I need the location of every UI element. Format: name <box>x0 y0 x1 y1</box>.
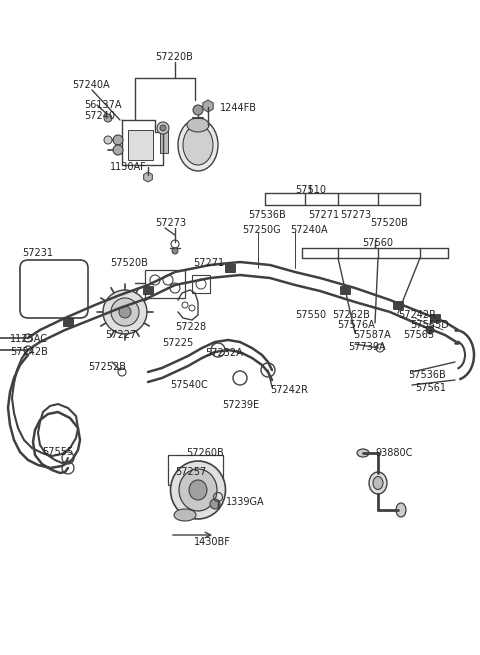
Text: 57555: 57555 <box>42 447 73 457</box>
Bar <box>145 270 185 298</box>
Ellipse shape <box>183 125 213 165</box>
Text: 57260B: 57260B <box>186 448 224 458</box>
Ellipse shape <box>373 476 383 489</box>
Text: 57520B: 57520B <box>370 218 408 228</box>
Text: 1130AF: 1130AF <box>110 162 147 172</box>
Bar <box>225 264 235 272</box>
Ellipse shape <box>369 472 387 494</box>
Text: 57273: 57273 <box>340 210 371 220</box>
Bar <box>128 130 153 160</box>
Text: 57536B: 57536B <box>248 210 286 220</box>
Text: 1339GA: 1339GA <box>226 497 264 507</box>
Ellipse shape <box>174 509 196 521</box>
Ellipse shape <box>179 469 217 511</box>
Text: 57587A: 57587A <box>353 330 391 340</box>
Circle shape <box>113 145 123 155</box>
Text: 57560: 57560 <box>362 238 393 248</box>
Text: 1244FB: 1244FB <box>220 103 257 113</box>
Text: 57250G: 57250G <box>242 225 281 235</box>
Text: 57242R: 57242R <box>270 385 308 395</box>
Bar <box>168 455 223 485</box>
Text: 57262B: 57262B <box>332 310 370 320</box>
Text: 57271: 57271 <box>308 210 339 220</box>
Circle shape <box>160 125 166 131</box>
Circle shape <box>172 248 178 254</box>
Text: 57271: 57271 <box>193 258 224 268</box>
Circle shape <box>104 114 112 122</box>
Text: 57220B: 57220B <box>155 52 193 62</box>
Ellipse shape <box>187 118 209 132</box>
Text: 57240A: 57240A <box>72 80 109 90</box>
Text: 1125AC: 1125AC <box>10 334 48 344</box>
Ellipse shape <box>357 449 369 457</box>
Text: 57252B: 57252B <box>88 362 126 372</box>
Text: 57520B: 57520B <box>110 258 148 268</box>
Text: 57540C: 57540C <box>170 380 208 390</box>
Text: 1430BF: 1430BF <box>194 537 231 547</box>
Circle shape <box>193 105 203 115</box>
Text: 57576A: 57576A <box>337 320 375 330</box>
Circle shape <box>119 306 131 318</box>
Bar <box>192 275 210 293</box>
Bar <box>430 314 440 322</box>
Bar <box>160 128 168 153</box>
Text: 57231: 57231 <box>22 248 53 258</box>
Text: 57232A: 57232A <box>205 348 243 358</box>
Ellipse shape <box>189 480 207 500</box>
Text: 56137A: 56137A <box>84 100 121 110</box>
Text: 57555D: 57555D <box>410 320 449 330</box>
Text: 57739A: 57739A <box>348 342 385 352</box>
Circle shape <box>210 499 220 509</box>
Text: 93880C: 93880C <box>375 448 412 458</box>
Circle shape <box>104 136 112 144</box>
Text: 57242B: 57242B <box>10 347 48 357</box>
Bar <box>143 286 153 294</box>
Text: 57239E: 57239E <box>222 400 259 410</box>
Bar <box>393 301 403 309</box>
Text: 57561: 57561 <box>415 383 446 393</box>
Circle shape <box>111 298 139 326</box>
Text: 57257: 57257 <box>175 467 206 477</box>
Text: 57227: 57227 <box>105 330 136 340</box>
Ellipse shape <box>396 503 406 517</box>
Circle shape <box>426 326 434 334</box>
Text: 57240A: 57240A <box>290 225 328 235</box>
Text: 57565: 57565 <box>403 330 434 340</box>
Text: 57228: 57228 <box>175 322 206 332</box>
Text: 57273: 57273 <box>155 218 186 228</box>
Circle shape <box>157 122 169 134</box>
Text: 57242R: 57242R <box>398 310 436 320</box>
Text: 57240: 57240 <box>84 111 115 121</box>
Circle shape <box>103 290 147 334</box>
Text: 57225: 57225 <box>162 338 193 348</box>
Ellipse shape <box>170 461 226 519</box>
Bar <box>340 286 350 294</box>
Text: 57536B: 57536B <box>408 370 446 380</box>
Ellipse shape <box>178 119 218 171</box>
Text: 57550: 57550 <box>295 310 326 320</box>
Bar <box>63 318 73 326</box>
Text: 57510: 57510 <box>295 185 326 195</box>
Circle shape <box>113 135 123 145</box>
